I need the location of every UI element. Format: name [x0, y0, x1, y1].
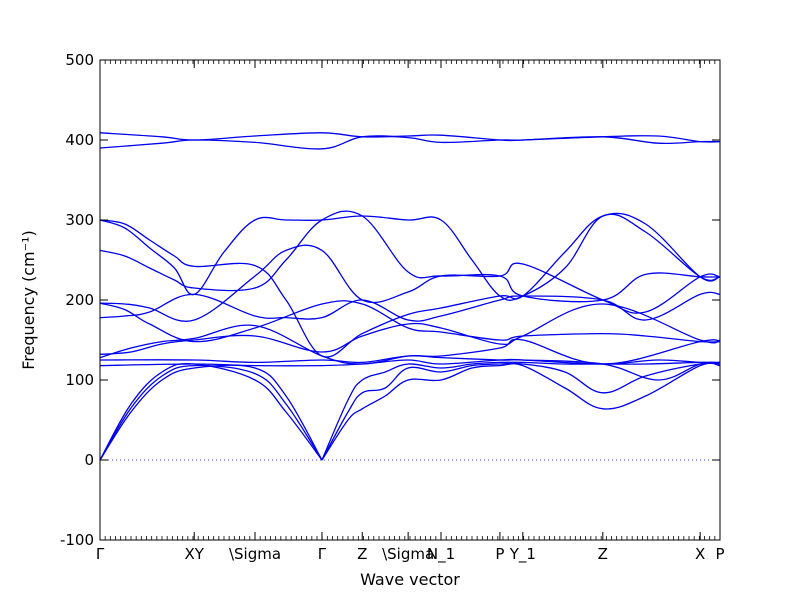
x-tick-label: P [715, 545, 724, 563]
band-branch-6 [321, 361, 721, 461]
y-tick-label: 400 [65, 131, 94, 149]
x-tick-label: XY [185, 545, 205, 563]
band-branch-7 [99, 358, 721, 381]
band-branch-15 [99, 212, 721, 358]
band-branch-2 [99, 364, 323, 461]
y-tick-label: -100 [60, 531, 94, 549]
y-tick-label: 300 [65, 211, 94, 229]
band-branch-14 [99, 210, 721, 303]
band-branch-16 [99, 213, 721, 301]
band-branch-8 [99, 355, 721, 365]
y-tick-label: 100 [65, 371, 94, 389]
y-axis-title: Frequency (cm⁻¹) [19, 230, 38, 369]
x-axis-title: Wave vector [360, 570, 460, 589]
x-tick-label: Γ [96, 545, 105, 563]
y-tick-label: 500 [65, 51, 94, 69]
x-tick-label: Y_1 [509, 545, 536, 564]
band-branch-1 [99, 362, 323, 461]
x-tick-label: Γ [318, 545, 327, 563]
band-branch-13 [99, 244, 721, 322]
band-branch-17 [99, 135, 721, 150]
x-tick-label: \Sigma [382, 545, 434, 563]
x-tick-label: P [495, 545, 504, 563]
band-branch-5 [321, 362, 721, 461]
x-tick-label: Z [357, 545, 367, 563]
x-tick-label: Z [598, 545, 608, 563]
band-branch-10 [99, 303, 721, 356]
band-branch-4 [321, 362, 721, 461]
x-tick-label: N_1 [427, 545, 455, 564]
y-tick-label: 200 [65, 291, 94, 309]
series-group [99, 132, 721, 461]
band-branch-12 [99, 291, 721, 322]
x-tick-label: X [695, 545, 705, 563]
x-tick-label: \Sigma [229, 545, 281, 563]
plot-frame [99, 59, 721, 541]
minor-ticks [99, 60, 721, 540]
band-branch-18 [99, 132, 721, 143]
band-branch-11 [99, 300, 721, 343]
band-branch-9 [99, 324, 721, 365]
y-axis: -100 0 100 200 300 400 500 [60, 51, 720, 549]
y-tick-label: 0 [84, 451, 94, 469]
band-branch-3 [99, 364, 323, 461]
